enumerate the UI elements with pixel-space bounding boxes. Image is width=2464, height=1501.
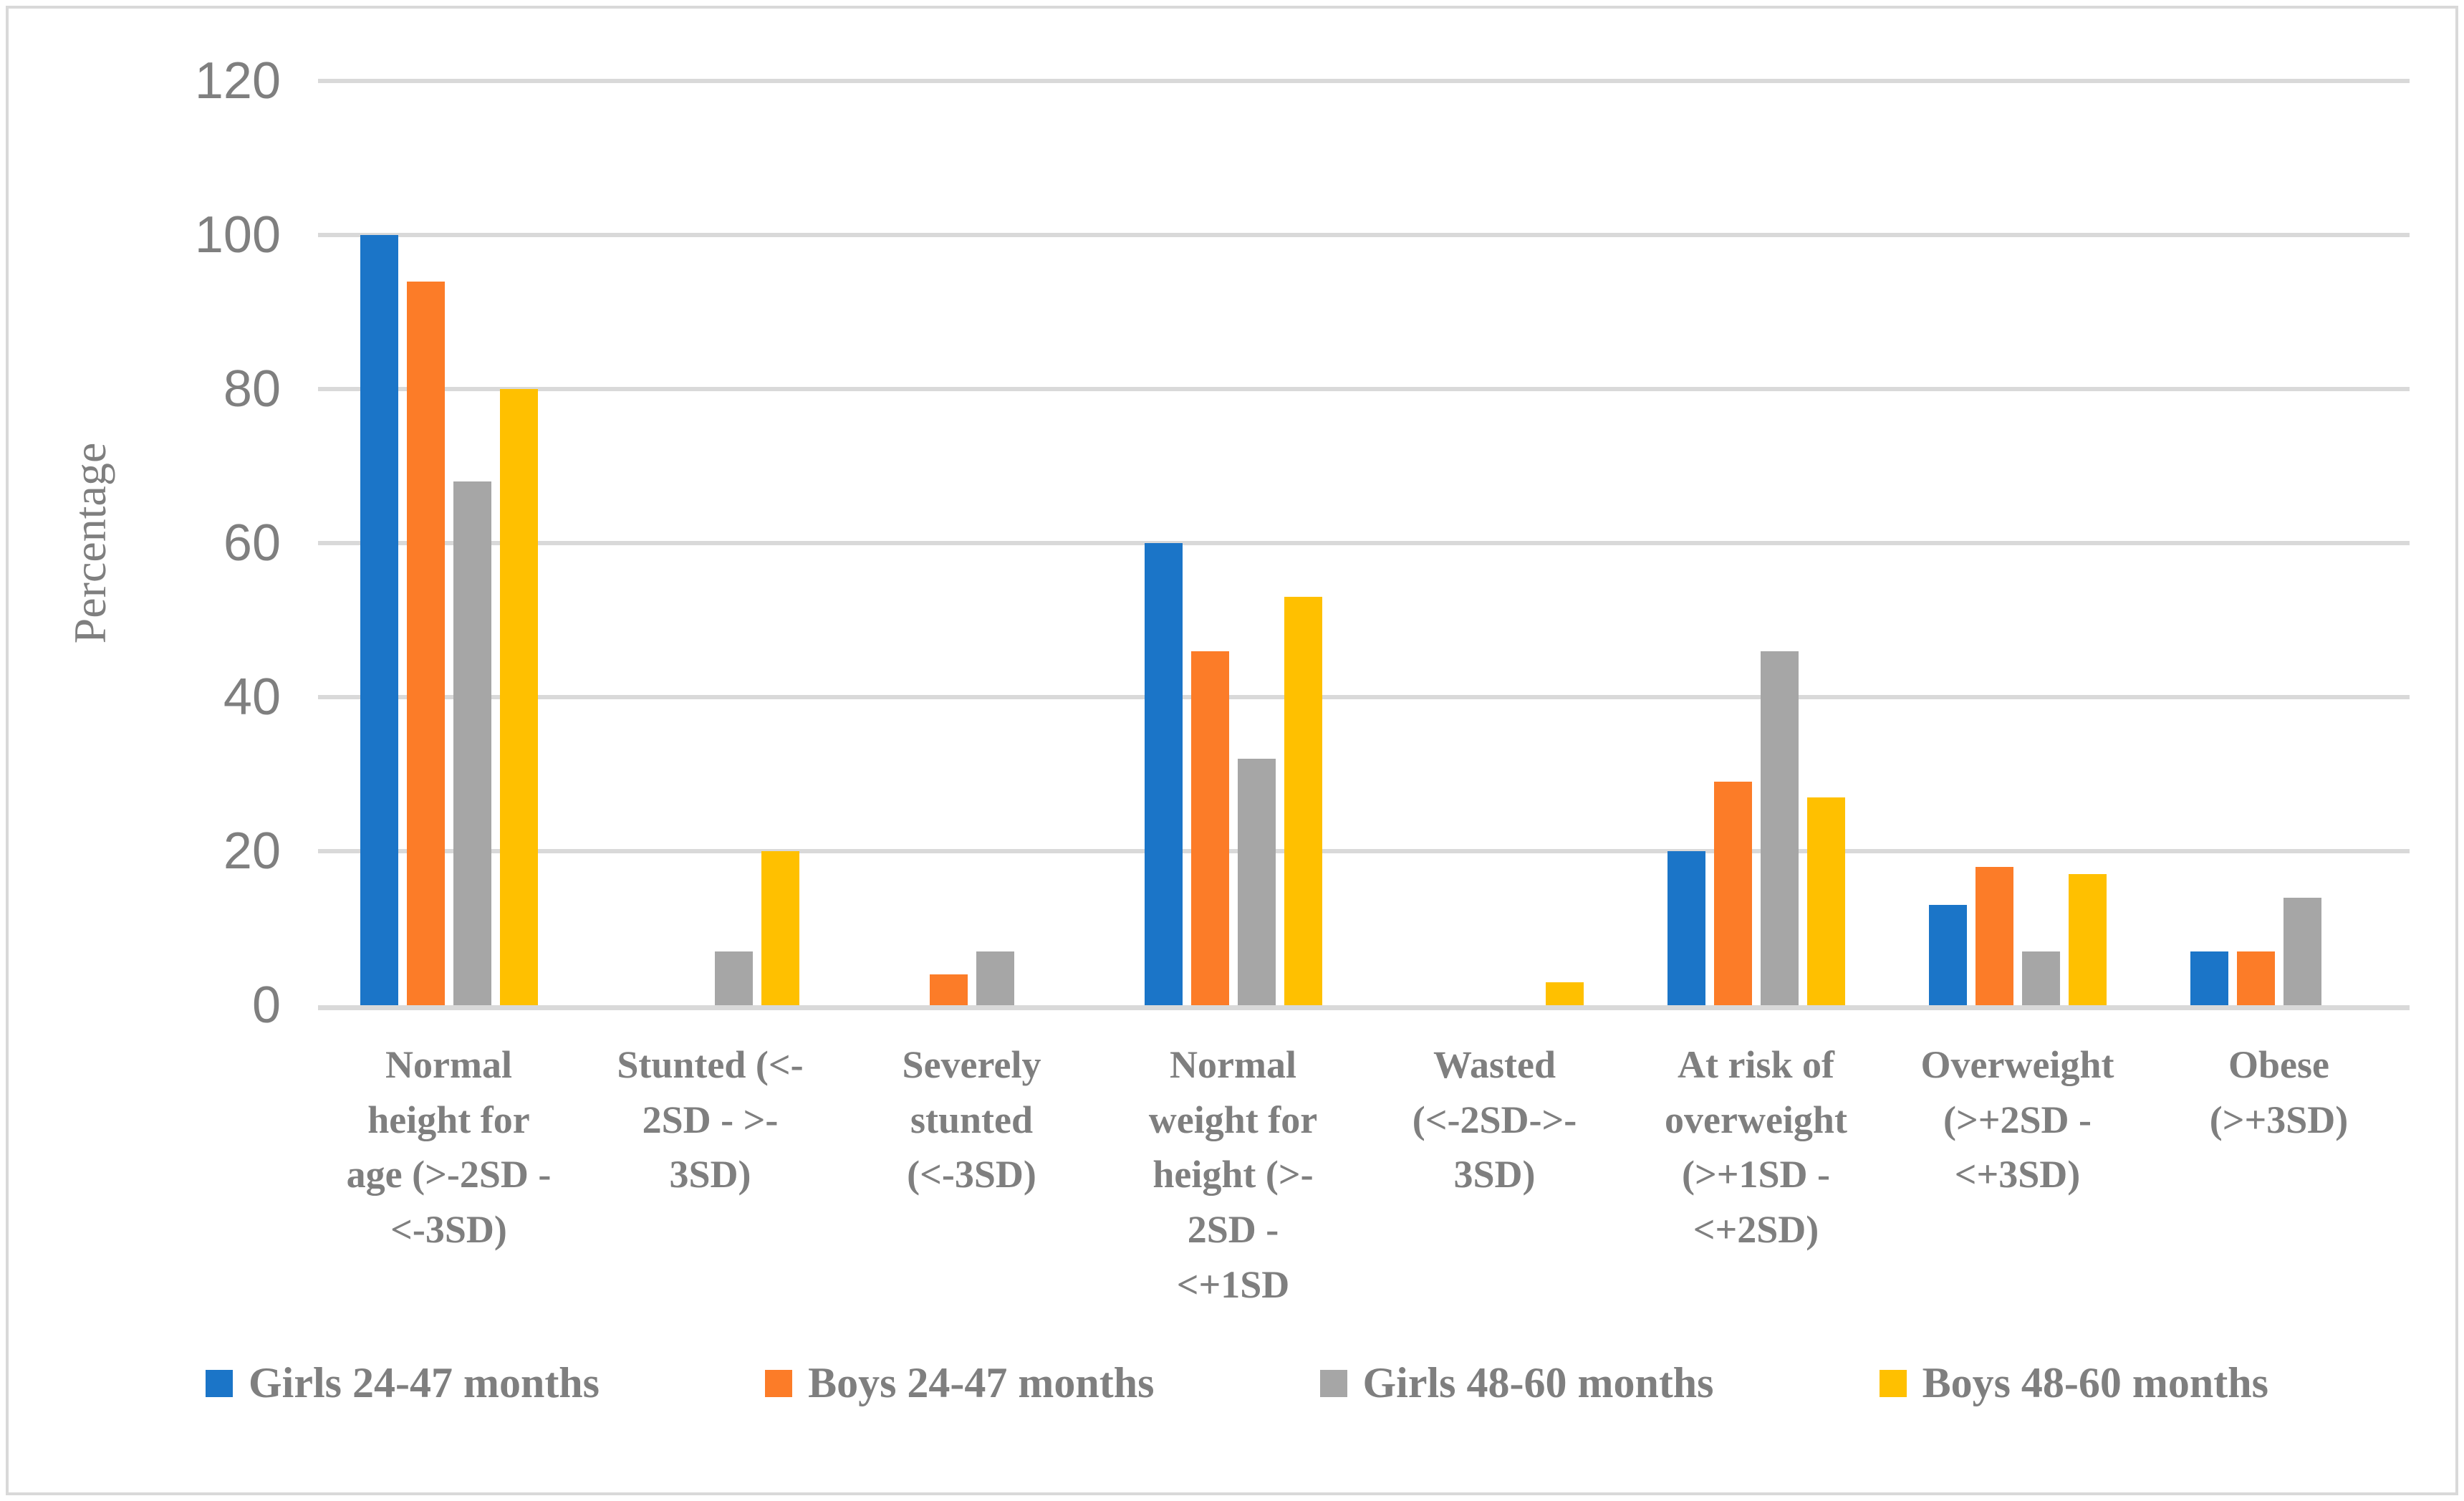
category-label-2: Stunted (<- 2SD - >- 3SD) <box>579 1037 841 1202</box>
bar-boys-48-60-months-cat4 <box>1284 597 1322 1005</box>
category-label-7: Overweight (>+2SD - <+3SD) <box>1887 1037 2148 1202</box>
gridline-y-40 <box>318 695 2410 699</box>
legend-label: Boys 24-47 months <box>808 1359 1155 1406</box>
category-label-text: Obese (>+3SD) <box>2209 1043 2349 1141</box>
bar-group-3 <box>841 81 1102 1005</box>
category-label-text: Normal weight for height (>- 2SD - <+1SD <box>1148 1043 1318 1306</box>
legend: Girls 24-47 months Boys 24-47 months Girls… <box>206 1358 2268 1408</box>
bar-boys-48-60-months-cat5 <box>1545 982 1584 1005</box>
bar-group-7 <box>1887 81 2148 1005</box>
y-tick-label-20: 20 <box>223 823 281 880</box>
category-label-3: Severely stunted (<-3SD) <box>841 1037 1102 1202</box>
gridline-y-80 <box>318 387 2410 391</box>
gridline-y-60 <box>318 541 2410 545</box>
bar-boys-24-47-months-cat4 <box>1190 651 1229 1005</box>
bar-group-8 <box>2148 81 2410 1005</box>
category-label-8: Obese (>+3SD) <box>2148 1037 2410 1147</box>
bar-girls-48-60-months-cat3 <box>976 951 1014 1005</box>
y-tick-label-60: 60 <box>223 514 281 572</box>
bar-girls-48-60-months-cat8 <box>2283 897 2321 1005</box>
bar-group-4 <box>1102 81 1364 1005</box>
legend-label: Boys 48-60 months <box>1922 1359 2268 1406</box>
bar-girls-24-47-months-cat8 <box>2190 951 2228 1005</box>
bar-boys-24-47-months-cat6 <box>1713 782 1752 1005</box>
bar-girls-24-47-months-cat1 <box>360 235 398 1005</box>
y-tick-label-40: 40 <box>223 668 281 726</box>
bar-boys-48-60-months-cat1 <box>499 389 538 1005</box>
category-label-4: Normal weight for height (>- 2SD - <+1SD <box>1102 1037 1364 1312</box>
bar-group-1 <box>318 81 579 1005</box>
category-label-text: At risk of overweight (>+1SD - <+2SD) <box>1665 1043 1847 1252</box>
gridline-y-20 <box>318 849 2410 853</box>
category-label-1: Normal height for age (>-2SD - <-3SD) <box>318 1037 579 1257</box>
legend-swatch-icon <box>1879 1369 1907 1397</box>
plot-area <box>318 79 2410 1005</box>
bar-boys-24-47-months-cat7 <box>1975 866 2013 1005</box>
category-label-text: Severely stunted (<-3SD) <box>902 1043 1041 1197</box>
category-label-text: Wasted (<-2SD->- 3SD) <box>1412 1043 1577 1197</box>
legend-label: Girls 24-47 months <box>249 1359 600 1406</box>
bar-boys-48-60-months-cat2 <box>761 851 799 1005</box>
gridline-y-100 <box>318 233 2410 237</box>
y-tick-label-100: 100 <box>194 206 281 264</box>
legend-item-boys-48-60-months: Boys 48-60 months <box>1879 1358 2268 1408</box>
legend-swatch-icon <box>206 1369 233 1397</box>
bar-girls-48-60-months-cat6 <box>1760 651 1799 1005</box>
bar-girls-48-60-months-cat7 <box>2021 951 2060 1005</box>
category-label-6: At risk of overweight (>+1SD - <+2SD) <box>1625 1037 1887 1257</box>
x-axis-line <box>318 1005 2410 1010</box>
category-label-text: Normal height for age (>-2SD - <-3SD) <box>346 1043 552 1252</box>
legend-item-boys-24-47-months: Boys 24-47 months <box>765 1358 1154 1408</box>
category-label-text: Overweight (>+2SD - <+3SD) <box>1920 1043 2114 1197</box>
x-axis-category-labels: Normal height for age (>-2SD - <-3SD) Stu… <box>318 1037 2410 1338</box>
y-tick-label-0: 0 <box>251 977 281 1034</box>
gridline-y-120 <box>318 79 2410 83</box>
y-tick-label-80: 80 <box>223 360 281 418</box>
bar-girls-48-60-months-cat4 <box>1237 759 1276 1005</box>
bar-group-2 <box>579 81 841 1005</box>
legend-swatch-icon <box>1319 1369 1347 1397</box>
bar-boys-24-47-months-cat8 <box>2236 951 2275 1005</box>
bar-girls-24-47-months-cat4 <box>1144 543 1183 1005</box>
bar-girls-48-60-months-cat1 <box>453 481 491 1005</box>
bar-boys-48-60-months-cat7 <box>2068 874 2107 1005</box>
bar-boys-48-60-months-cat6 <box>1806 797 1845 1005</box>
bar-girls-24-47-months-cat6 <box>1667 851 1705 1005</box>
bar-group-6 <box>1625 81 1887 1005</box>
legend-item-girls-24-47-months: Girls 24-47 months <box>206 1358 600 1408</box>
category-label-text: Stunted (<- 2SD - >- 3SD) <box>617 1043 804 1197</box>
bar-girls-24-47-months-cat7 <box>1928 905 1967 1005</box>
bar-boys-24-47-months-cat1 <box>406 281 445 1005</box>
legend-label: Girls 48-60 months <box>1362 1359 1714 1406</box>
bar-boys-24-47-months-cat3 <box>929 974 968 1005</box>
legend-swatch-icon <box>765 1369 793 1397</box>
legend-item-girls-48-60-months: Girls 48-60 months <box>1319 1358 1714 1408</box>
bar-group-5 <box>1364 81 1625 1005</box>
category-label-5: Wasted (<-2SD->- 3SD) <box>1364 1037 1625 1202</box>
bar-girls-48-60-months-cat2 <box>714 951 753 1005</box>
y-tick-label-120: 120 <box>194 52 281 110</box>
